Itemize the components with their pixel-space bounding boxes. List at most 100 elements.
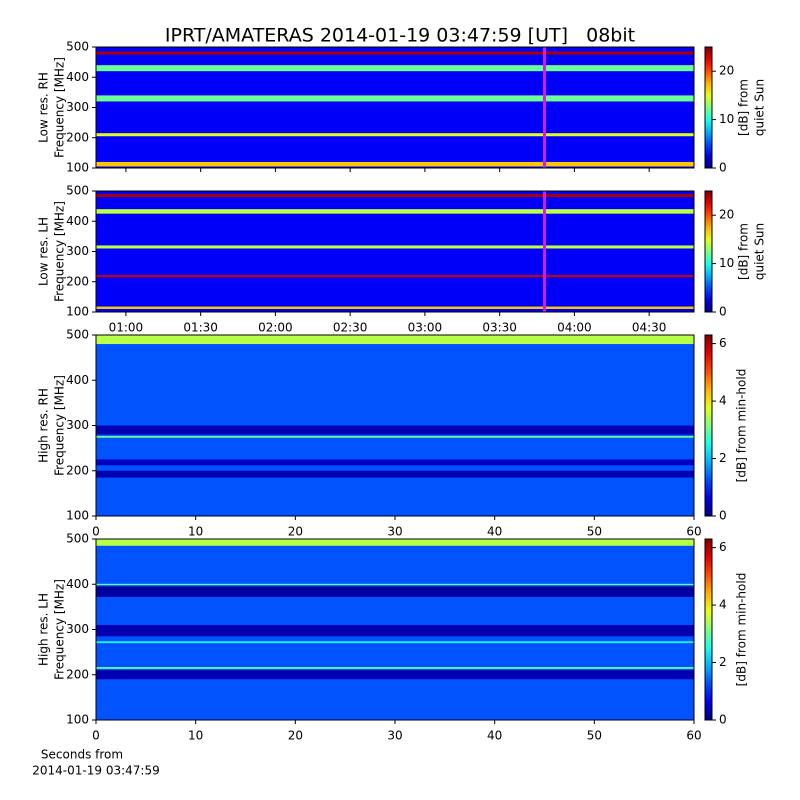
x-tick-label: 30: [387, 525, 402, 539]
colorbar-tick-label: 4: [719, 394, 727, 408]
frequency-band: [96, 95, 694, 102]
y-tick-label: 100: [66, 509, 89, 523]
colorbar-tick-label: 0: [719, 305, 727, 319]
figure-title: IPRT/AMATERAS 2014-01-19 03:47:59 [UT] 0…: [165, 25, 635, 47]
x-tick-label: 40: [487, 525, 502, 539]
colorbar-tick-label: 20: [719, 64, 734, 78]
y-tick-label: 400: [66, 577, 89, 591]
x-tick-label: 50: [587, 729, 602, 743]
y-tick-label: 400: [66, 373, 89, 387]
y-tick-label: 100: [66, 305, 89, 319]
y-axis-label: Frequency [MHz]: [53, 375, 67, 476]
frequency-band: [96, 51, 694, 55]
x-tick-label: 0: [92, 525, 100, 539]
y-tick-label: 200: [66, 274, 89, 288]
y-tick-label: 300: [66, 418, 89, 432]
colorbar-tick-label: 0: [719, 713, 727, 727]
colorbar: [704, 334, 713, 517]
frequency-band: [96, 133, 694, 137]
colorbar-tick-label: 20: [719, 208, 734, 222]
frequency-band: [96, 641, 694, 644]
x-tick-label: 02:30: [333, 321, 368, 335]
y-tick-label: 100: [66, 161, 89, 175]
frequency-band: [96, 275, 694, 278]
x-tick-label: 50: [587, 525, 602, 539]
y-axis-label: Frequency [MHz]: [53, 201, 67, 302]
x-tick-label: 10: [188, 525, 203, 539]
y-axis-label: Low res. LH: [37, 217, 51, 286]
frequency-band: [96, 667, 694, 669]
y-tick-label: 200: [66, 667, 89, 681]
frequency-band: [96, 65, 694, 72]
colorbar-label: quiet Sun: [753, 79, 767, 136]
x-tick-label: 10: [188, 729, 203, 743]
colorbar-tick-label: 2: [719, 451, 727, 465]
frequency-band: [96, 624, 694, 637]
colorbar-tick-label: 2: [719, 655, 727, 669]
y-tick-label: 300: [66, 100, 89, 114]
y-tick-label: 500: [66, 532, 89, 546]
y-axis-label: Low res. RH: [37, 72, 51, 143]
colorbar: [704, 190, 713, 313]
frequency-band: [96, 306, 694, 309]
colorbar-label: [dB] from: [737, 79, 751, 136]
x-tick-label: 20: [288, 525, 303, 539]
colorbar-label: [dB] from: [737, 223, 751, 280]
colorbar-tick-label: 4: [719, 598, 727, 612]
x-tick-label: 01:00: [109, 321, 144, 335]
x-axis-label: Seconds from: [41, 748, 123, 762]
y-axis-label: Frequency [MHz]: [53, 57, 67, 158]
frequency-band: [96, 425, 694, 435]
frequency-band: [96, 470, 694, 478]
x-tick-label: 04:30: [632, 321, 667, 335]
y-tick-label: 100: [66, 713, 89, 727]
x-tick-label: 03:00: [408, 321, 443, 335]
frequency-band: [96, 245, 694, 249]
colorbar-tick-label: 0: [719, 509, 727, 523]
colorbar: [704, 538, 713, 721]
colorbar-label: quiet Sun: [753, 223, 767, 280]
frequency-band: [96, 209, 694, 214]
y-axis-label: High res. LH: [37, 593, 51, 666]
x-tick-label: 60: [686, 729, 701, 743]
frequency-band: [96, 583, 694, 586]
colorbar-tick-label: 6: [719, 336, 727, 350]
colorbar-tick-label: 10: [719, 112, 734, 126]
y-tick-label: 400: [66, 70, 89, 84]
y-tick-label: 500: [66, 184, 89, 198]
x-tick-label: 60: [686, 525, 701, 539]
x-tick-label: 03:30: [482, 321, 517, 335]
y-tick-label: 300: [66, 622, 89, 636]
y-tick-label: 200: [66, 463, 89, 477]
x-tick-label: 0: [92, 729, 100, 743]
x-tick-label: 30: [387, 729, 402, 743]
frequency-band: [96, 161, 694, 167]
x-axis-label: 2014-01-19 03:47:59: [32, 764, 159, 778]
y-tick-label: 400: [66, 214, 89, 228]
frequency-band: [96, 539, 694, 546]
x-tick-label: 04:00: [557, 321, 592, 335]
x-tick-label: 20: [288, 729, 303, 743]
x-tick-label: 02:00: [258, 321, 293, 335]
y-tick-label: 500: [66, 40, 89, 54]
colorbar-tick-label: 0: [719, 161, 727, 175]
colorbar-label: [dB] from min-hold: [735, 573, 749, 687]
y-tick-label: 200: [66, 130, 89, 144]
x-tick-label: 40: [487, 729, 502, 743]
colorbar: [704, 46, 713, 169]
colorbar-label: [dB] from min-hold: [735, 369, 749, 483]
y-tick-label: 500: [66, 328, 89, 342]
colorbar-tick-label: 6: [719, 540, 727, 554]
frequency-band: [96, 194, 694, 198]
frequency-band: [96, 335, 694, 345]
y-tick-label: 300: [66, 244, 89, 258]
frequency-band: [96, 670, 694, 680]
frequency-band: [96, 435, 694, 438]
y-axis-label: High res. RH: [37, 388, 51, 463]
y-axis-label: Frequency [MHz]: [53, 579, 67, 680]
frequency-band: [96, 459, 694, 466]
x-tick-label: 01:30: [183, 321, 218, 335]
frequency-band: [96, 586, 694, 597]
colorbar-tick-label: 10: [719, 256, 734, 270]
